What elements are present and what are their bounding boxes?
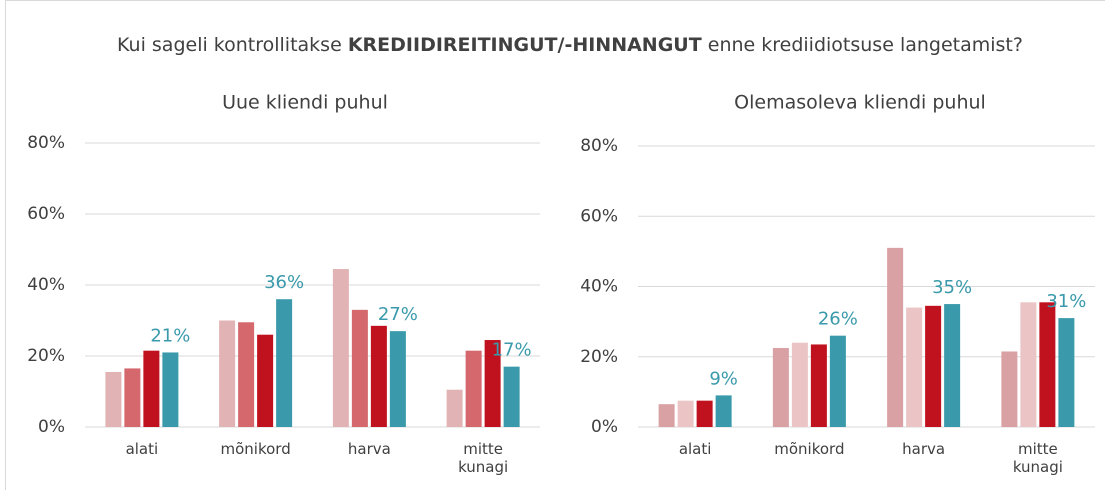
x-tick-label: mitte kunagi <box>1012 440 1063 476</box>
bar <box>351 309 368 427</box>
data-label: 21% <box>150 325 190 346</box>
y-tick-label: 80% <box>27 133 65 153</box>
data-label: 9% <box>709 368 738 389</box>
bar <box>791 342 808 427</box>
y-tick-label: 20% <box>27 346 65 366</box>
x-tick-label: harva <box>902 440 946 458</box>
bar <box>465 350 482 427</box>
data-label: 17% <box>492 340 532 361</box>
y-tick-label: 20% <box>580 347 618 367</box>
data-label: 31% <box>1046 291 1086 312</box>
bar <box>446 389 463 427</box>
title-part: KREDIIDIREITINGUT/-HINNANGUT <box>348 34 702 56</box>
bar <box>1020 302 1037 427</box>
bar <box>1058 318 1075 427</box>
bar <box>696 400 713 427</box>
title-part: enne krediidiotsuse langetamist? <box>708 34 1023 56</box>
bar <box>219 320 236 427</box>
bar <box>925 305 942 427</box>
bar <box>332 269 349 427</box>
y-tick-label: 0% <box>591 417 618 437</box>
x-tick-label: mõnikord <box>774 440 845 458</box>
bar <box>772 347 789 427</box>
bar <box>829 335 846 427</box>
data-label: 35% <box>932 277 972 298</box>
frame <box>5 0 1105 490</box>
bar <box>658 404 675 427</box>
x-tick-label: mõnikord <box>220 440 291 458</box>
bar <box>503 366 520 427</box>
bar <box>105 371 122 427</box>
chart-title: Kui sageli kontrollitakse KREDIIDIREITIN… <box>117 34 1023 56</box>
bar <box>1001 351 1018 427</box>
bar <box>906 307 923 427</box>
x-tick-label: alati <box>125 440 159 458</box>
bar <box>1039 302 1056 427</box>
x-tick-label: alati <box>678 440 712 458</box>
y-tick-label: 0% <box>38 417 65 437</box>
bar <box>389 331 406 427</box>
subtitle: Uue kliendi puhul <box>222 92 388 114</box>
bar <box>944 304 961 427</box>
bar <box>484 340 501 427</box>
x-tick-label: harva <box>347 440 391 458</box>
bar <box>810 344 827 427</box>
subtitle: Olemasoleva kliendi puhul <box>734 92 986 114</box>
bar <box>276 299 293 427</box>
x-tick-label: mitte kunagi <box>458 440 509 476</box>
data-label: 36% <box>264 272 304 293</box>
bar <box>238 322 255 427</box>
data-label: 27% <box>378 304 418 325</box>
data-label: 26% <box>818 309 858 330</box>
bar <box>370 325 387 427</box>
y-tick-label: 40% <box>27 275 65 295</box>
bar <box>257 334 274 427</box>
bar <box>887 247 904 427</box>
bar <box>677 400 694 427</box>
y-tick-label: 40% <box>580 277 618 297</box>
bar <box>124 368 141 427</box>
y-tick-label: 60% <box>27 204 65 224</box>
bar <box>715 395 732 427</box>
y-tick-label: 60% <box>580 206 618 226</box>
bar <box>162 352 179 427</box>
y-tick-label: 80% <box>580 136 618 156</box>
title-part: Kui sageli kontrollitakse <box>117 34 342 56</box>
bar <box>143 350 160 427</box>
